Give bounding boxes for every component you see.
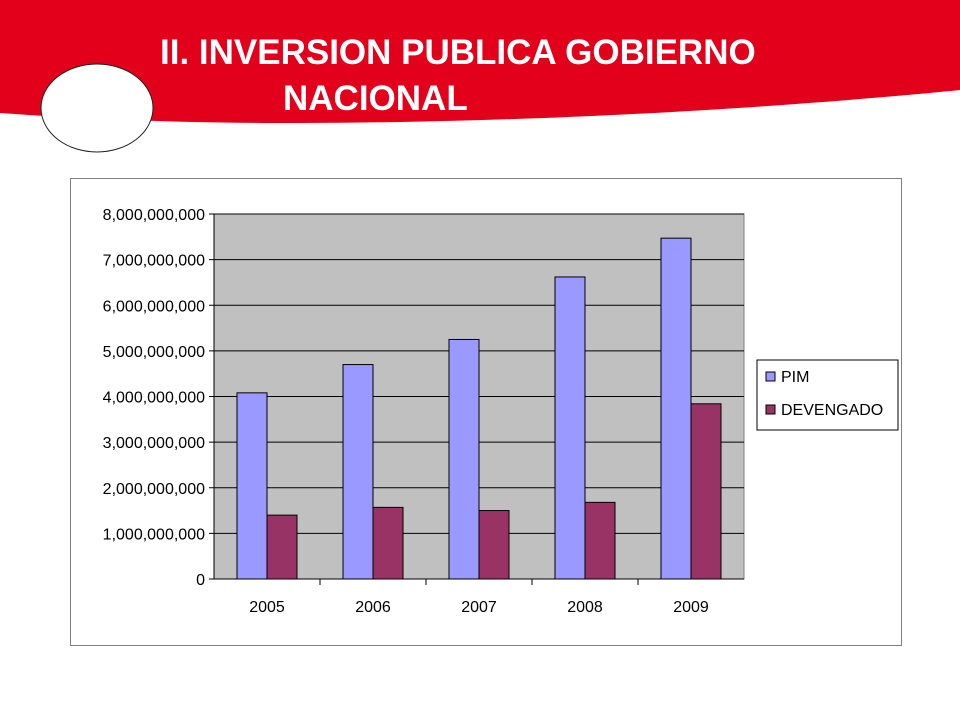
bar-devengado-2009 (690, 403, 722, 580)
y-tick-label: 4,000,000,000 (103, 390, 205, 407)
bar-pim-2005 (236, 392, 268, 580)
title-line-1: II. INVERSION PUBLICA GOBIERNO (160, 33, 756, 72)
x-tick-label: 2006 (355, 599, 391, 616)
legend-swatch-pim (765, 371, 776, 382)
bar-pim-2008 (554, 276, 586, 580)
y-tick-label: 8,000,000,000 (103, 207, 205, 224)
legend-label-devengado: DEVENGADO (781, 402, 883, 419)
bar-pim-2009 (660, 237, 692, 580)
bar-devengado-2008 (584, 501, 616, 580)
y-tick-label: 7,000,000,000 (103, 253, 205, 270)
y-tick-label: 6,000,000,000 (103, 298, 205, 315)
bar-pim-2007 (448, 338, 480, 580)
bar-devengado-2007 (478, 510, 510, 580)
x-tick-label: 2008 (567, 599, 603, 616)
x-tick-label: 2007 (461, 599, 497, 616)
y-tick-label: 5,000,000,000 (103, 344, 205, 361)
bar-devengado-2006 (372, 506, 404, 580)
legend-swatch-devengado (765, 404, 776, 415)
red-banner (0, 0, 960, 123)
y-tick-label: 2,000,000,000 (103, 481, 205, 498)
bar-chart: 0 1,000,000,000 2,000,000,000 3,000,000,000… (103, 207, 899, 616)
slide-title: II. INVERSION PUBLICA GOBIERNO NACIONAL (0, 30, 960, 122)
x-tick-label: 2009 (673, 599, 709, 616)
y-tick-label: 0 (196, 572, 205, 589)
chart-frame: 0 1,000,000,000 2,000,000,000 3,000,000,000… (70, 178, 902, 646)
y-tick-label: 3,000,000,000 (103, 435, 205, 452)
bar-devengado-2005 (266, 514, 298, 580)
legend (756, 359, 899, 431)
title-line-2: NACIONAL (283, 79, 468, 118)
bar-pim-2006 (342, 364, 374, 580)
y-tick-label: 1,000,000,000 (103, 526, 205, 543)
legend-label-pim: PIM (781, 369, 809, 386)
x-tick-label: 2005 (249, 599, 285, 616)
logo-oval (40, 63, 154, 153)
